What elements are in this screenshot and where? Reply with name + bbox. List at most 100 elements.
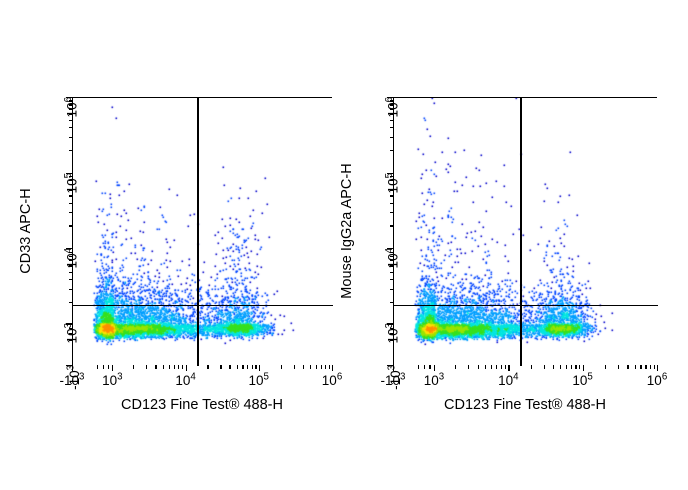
y-axis-minor-tick [389, 339, 393, 341]
y-axis-tick [66, 365, 72, 367]
y-axis-minor-tick [389, 179, 393, 182]
quadrant-line-horizontal-right [394, 304, 658, 307]
x-axis-title-right: CD123 Fine Test® 488-H [444, 397, 606, 413]
y-axis-minor-tick [389, 119, 393, 121]
x-axis-minor-tick [418, 365, 420, 369]
x-axis-minor-tick [575, 365, 577, 369]
y-axis-title-left: CD33 APC-H [18, 188, 34, 274]
x-axis-minor-tick [207, 365, 209, 369]
x-axis-tick [332, 365, 334, 371]
x-axis-minor-tick [102, 365, 104, 369]
y-axis-minor-tick [389, 113, 393, 115]
y-tick-label: 106 [384, 97, 401, 118]
y-axis-minor-tick [68, 108, 72, 110]
y-axis-minor-tick [389, 251, 393, 253]
x-axis-minor-tick [328, 365, 330, 369]
x-axis-tick [72, 365, 74, 371]
x-tick-label: 106 [646, 371, 668, 388]
x-axis-minor-tick [491, 365, 493, 369]
y-axis-minor-tick [68, 225, 72, 227]
y-axis-minor-tick [68, 195, 72, 197]
y-axis-minor-tick [68, 127, 72, 129]
y-axis-minor-tick [68, 271, 72, 273]
y-axis-minor-tick [389, 271, 393, 273]
x-axis-tick [112, 365, 114, 371]
x-axis-minor-tick [96, 365, 99, 369]
y-axis-minor-tick [68, 119, 72, 121]
x-axis-minor-tick [634, 365, 636, 369]
y-axis-minor-tick [68, 265, 72, 267]
x-axis-minor-tick [107, 365, 110, 369]
y-axis-minor-tick [389, 104, 393, 106]
x-axis-tick [657, 365, 659, 371]
x-axis-minor-tick [653, 365, 655, 369]
y-axis-minor-tick [389, 255, 393, 257]
plot-area-left [72, 97, 333, 366]
x-axis-tick [508, 365, 510, 371]
y-axis-minor-tick [389, 301, 393, 304]
x-axis-minor-tick [178, 365, 180, 369]
x-axis-minor-tick [566, 365, 568, 369]
x-axis-minor-tick [155, 365, 157, 369]
y-axis-minor-tick [68, 333, 72, 335]
y-tick-label: 106 [63, 97, 80, 118]
y-axis-minor-tick [68, 136, 72, 138]
x-tick-label: -103 [59, 371, 85, 388]
x-axis-minor-tick [242, 365, 244, 369]
y-axis-tick [387, 247, 393, 250]
x-axis-minor-tick [293, 365, 295, 369]
y-tick-label: 103 [384, 323, 401, 344]
x-axis-minor-tick [315, 365, 317, 369]
x-axis-minor-tick [236, 365, 238, 369]
x-axis-minor-tick [220, 365, 222, 369]
y-tick-label: 103 [63, 323, 80, 344]
y-axis-minor-tick [68, 328, 72, 330]
x-axis-minor-tick [168, 365, 170, 369]
y-axis-minor-tick [68, 179, 72, 182]
x-axis-minor-tick [645, 365, 647, 369]
y-axis-minor-tick [389, 328, 393, 330]
y-tick-label: 105 [63, 172, 80, 193]
x-axis-minor-tick [496, 365, 498, 369]
x-tick-label: 106 [321, 371, 343, 388]
y-axis-minor-tick [389, 260, 393, 262]
y-axis-minor-tick [68, 279, 72, 281]
y-axis-minor-tick [389, 333, 393, 335]
x-axis-minor-tick [571, 365, 573, 369]
y-axis-minor-tick [68, 189, 72, 191]
x-axis-minor-tick [229, 365, 231, 369]
y-tick-label: 104 [63, 247, 80, 269]
y-tick-label: 104 [384, 247, 401, 269]
y-axis-minor-tick [389, 149, 393, 152]
x-tick-label: 105 [248, 371, 269, 388]
scatter-dots-left [73, 98, 333, 366]
x-axis-minor-tick [302, 365, 304, 369]
y-axis-minor-tick [68, 104, 72, 106]
x-axis-minor-tick [455, 365, 457, 369]
y-tick-label: -103 [386, 365, 403, 390]
plot-area-right [393, 97, 658, 366]
x-axis-minor-tick [604, 365, 607, 369]
y-axis-tick [387, 172, 393, 174]
x-axis-minor-tick [247, 365, 249, 369]
y-axis-tick [387, 97, 393, 99]
x-axis-minor-tick [500, 365, 502, 369]
y-axis-tick [66, 172, 72, 174]
x-tick-label: 105 [572, 371, 593, 388]
y-axis-minor-tick [68, 184, 72, 186]
x-axis-minor-tick [468, 365, 470, 369]
x-axis-tick [393, 365, 395, 371]
y-axis-minor-tick [389, 225, 393, 227]
x-axis-tick [258, 365, 260, 371]
y-axis-minor-tick [389, 108, 393, 110]
y-axis-minor-tick [389, 176, 393, 178]
y-axis-minor-tick [68, 212, 72, 214]
y-axis-minor-tick [389, 202, 393, 204]
x-axis-minor-tick [627, 365, 629, 369]
quadrant-line-horizontal-left [73, 304, 333, 307]
x-axis-minor-tick [251, 365, 253, 369]
x-axis-minor-tick [530, 365, 532, 369]
x-axis-minor-tick [182, 365, 184, 369]
x-axis-minor-tick [133, 365, 135, 369]
